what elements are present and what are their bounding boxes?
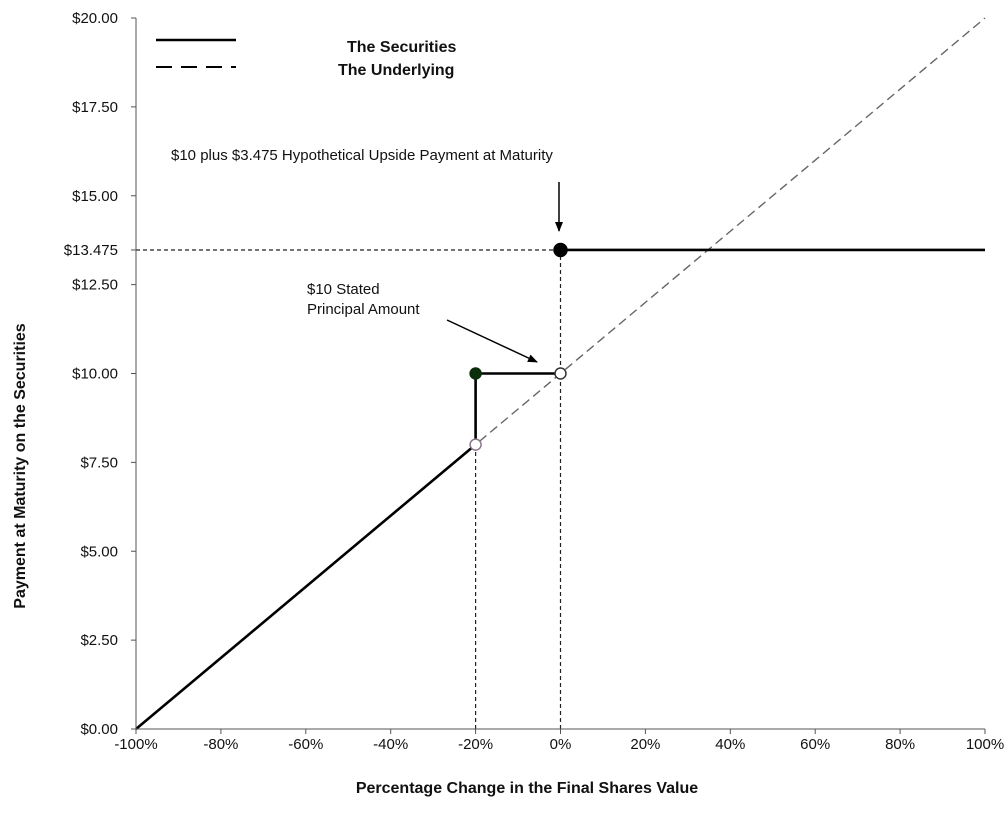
y-tick-label-7: $15.00 [72, 188, 118, 205]
annotation-principal-arrow [446, 319, 538, 363]
annotation-principal-line-2: Principal Amount [307, 301, 420, 318]
legend-label-underlying: The Underlying [338, 62, 454, 79]
legend: The Securities The Underlying [156, 38, 456, 79]
x-tick-label-2: -60% [288, 736, 323, 753]
y-tick-label-0: $0.00 [80, 721, 118, 738]
marker-open-1 [469, 438, 482, 451]
y-tick-label-8: $17.50 [72, 99, 118, 116]
x-tick-label-7: 40% [715, 736, 745, 753]
y-tick-label-9: $20.00 [72, 10, 118, 27]
x-tick-label-1: -80% [203, 736, 238, 753]
y-axis-ticks: $0.00 $2.50 $5.00 $7.50 $10.00 $12.50 $13.475 $… [64, 10, 136, 738]
annotation-upside-text: $10 plus $3.475 Hypothetical Upside Paym… [171, 147, 553, 164]
y-tick-label-5: $12.50 [72, 277, 118, 294]
reference-lines [136, 249, 562, 729]
x-tick-label-0: -100% [114, 736, 157, 753]
marker-open-2 [554, 367, 567, 380]
marker-filled-0 [469, 367, 482, 380]
annotation-upside: $10 plus $3.475 Hypothetical Upside Paym… [171, 147, 563, 232]
y-tick-label-1: $2.50 [80, 632, 118, 649]
legend-label-securities: The Securities [347, 39, 456, 56]
x-tick-label-3: -40% [373, 736, 408, 753]
x-tick-label-9: 80% [885, 736, 915, 753]
securities-segment-0 [135, 443, 477, 730]
markers [469, 242, 568, 451]
x-axis-ticks: -100% -80% -60% -40% -20% 0% 20% 40% 60% 80% 100% [114, 729, 1004, 753]
x-axis-title: Percentage Change in the Final Shares Va… [356, 780, 698, 797]
securities-series [135, 248, 985, 730]
x-tick-label-4: -20% [458, 736, 493, 753]
x-tick-label-8: 60% [800, 736, 830, 753]
x-tick-label-6: 20% [630, 736, 660, 753]
y-tick-label-6: $13.475 [64, 242, 118, 259]
x-tick-label-10: 100% [966, 736, 1004, 753]
annotation-principal: $10 Stated Principal Amount [307, 281, 538, 363]
annotation-principal-line-1: $10 Stated [307, 281, 380, 298]
marker-filled-3 [553, 242, 568, 258]
x-tick-label-5: 0% [550, 736, 572, 753]
y-tick-label-2: $5.00 [80, 543, 118, 560]
y-axis-title: Payment at Maturity on the Securities [12, 323, 29, 609]
y-tick-label-4: $10.00 [72, 366, 118, 383]
y-tick-label-3: $7.50 [80, 454, 118, 471]
